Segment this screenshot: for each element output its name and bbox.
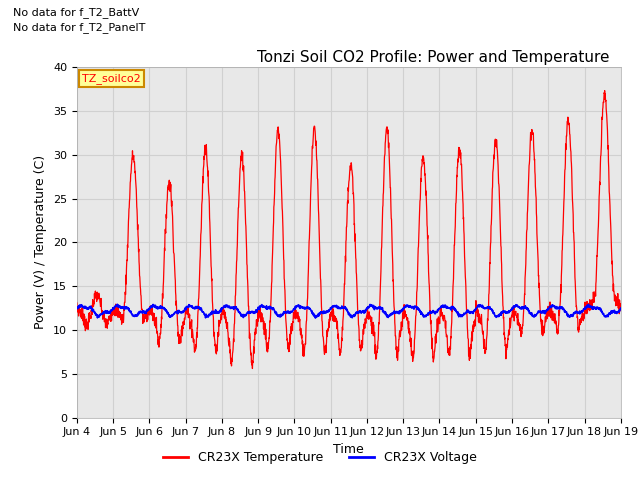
Text: No data for f_T2_BattV: No data for f_T2_BattV xyxy=(13,7,139,18)
X-axis label: Time: Time xyxy=(333,443,364,456)
Text: Tonzi Soil CO2 Profile: Power and Temperature: Tonzi Soil CO2 Profile: Power and Temper… xyxy=(257,49,610,65)
Text: No data for f_T2_PanelT: No data for f_T2_PanelT xyxy=(13,22,145,33)
Legend: CR23X Temperature, CR23X Voltage: CR23X Temperature, CR23X Voltage xyxy=(159,446,481,469)
Text: TZ_soilco2: TZ_soilco2 xyxy=(82,73,141,84)
Y-axis label: Power (V) / Temperature (C): Power (V) / Temperature (C) xyxy=(35,156,47,329)
